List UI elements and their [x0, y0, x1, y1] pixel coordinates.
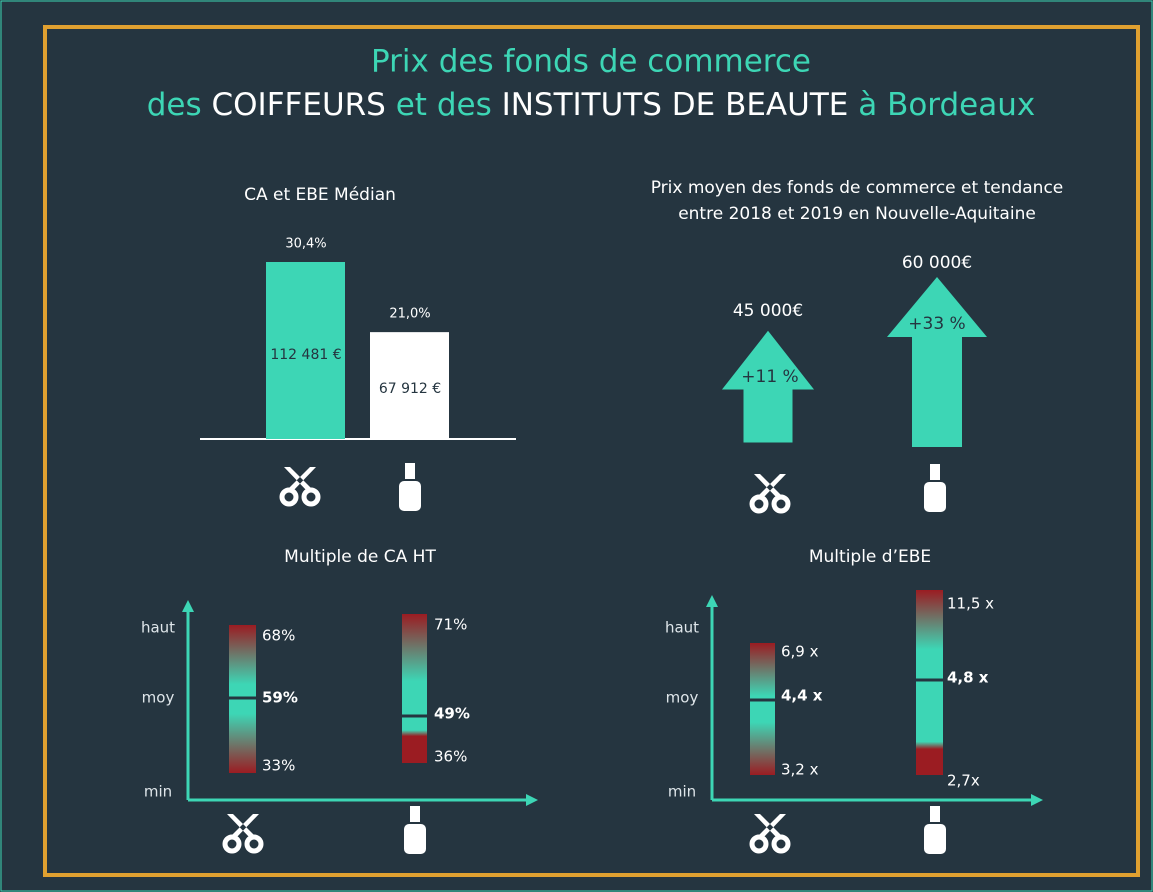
- axis-label: min: [668, 783, 696, 801]
- range-bar: [916, 590, 943, 775]
- axis-label: moy: [142, 689, 175, 707]
- high: 11,5 x: [947, 595, 994, 613]
- price: 45 000€: [733, 301, 803, 321]
- bar: [266, 262, 345, 439]
- section-title: Multiple d’EBE: [809, 547, 931, 567]
- axis-label: haut: [141, 619, 175, 637]
- scissors-icon: [752, 814, 788, 851]
- polish-icon: [399, 463, 421, 511]
- axis-label: haut: [665, 619, 699, 637]
- bar-pct: 21,0%: [389, 307, 430, 322]
- mid: 59%: [262, 689, 298, 707]
- range-bar: [402, 614, 427, 763]
- mid: 49%: [434, 705, 470, 723]
- low: 2,7x: [947, 772, 980, 790]
- change: +33 %: [908, 314, 965, 334]
- bar-pct: 30,4%: [285, 237, 326, 252]
- section-title: entre 2018 et 2019 en Nouvelle-Aquitaine: [678, 204, 1036, 224]
- polish-icon: [924, 464, 946, 512]
- section-title: CA et EBE Médian: [244, 185, 396, 205]
- price: 60 000€: [902, 253, 972, 273]
- scissors-icon: [752, 474, 788, 511]
- axis-label: min: [144, 783, 172, 801]
- range-bar: [750, 643, 775, 775]
- bar-label: 112 481 €: [270, 347, 341, 363]
- high: 68%: [262, 627, 295, 645]
- change: +11 %: [741, 367, 798, 387]
- low: 36%: [434, 748, 467, 766]
- low: 33%: [262, 757, 295, 775]
- axis-label: moy: [666, 689, 699, 707]
- title: des COIFFEURS et des INSTITUTS DE BEAUTE…: [147, 87, 1036, 123]
- mid: 4,8 x: [947, 669, 989, 687]
- mid-lines: [229, 678, 943, 718]
- bar: [370, 332, 449, 439]
- axis-arrows: [182, 595, 1043, 806]
- polish-icon: [404, 806, 426, 854]
- polish-icon: [924, 806, 946, 854]
- high: 71%: [434, 616, 467, 634]
- low: 3,2 x: [781, 761, 819, 779]
- high: 6,9 x: [781, 643, 819, 661]
- section-title: Multiple de CA HT: [284, 547, 436, 567]
- mid: 4,4 x: [781, 687, 823, 705]
- frame: [43, 25, 1140, 877]
- arrow: [887, 277, 987, 447]
- bar-label: 67 912 €: [379, 381, 441, 397]
- scissors-icon: [225, 814, 261, 851]
- scissors-icon: [282, 467, 318, 504]
- section-title: Prix moyen des fonds de commerce et tend…: [651, 178, 1064, 198]
- range-labels: 68% 59% 33% 71% 49% 36% 6,9 x 4,4 x 3,2 …: [262, 595, 994, 790]
- arrow: [719, 329, 817, 444]
- axes: [186, 603, 1035, 802]
- title: Prix des fonds de commerce: [371, 44, 811, 80]
